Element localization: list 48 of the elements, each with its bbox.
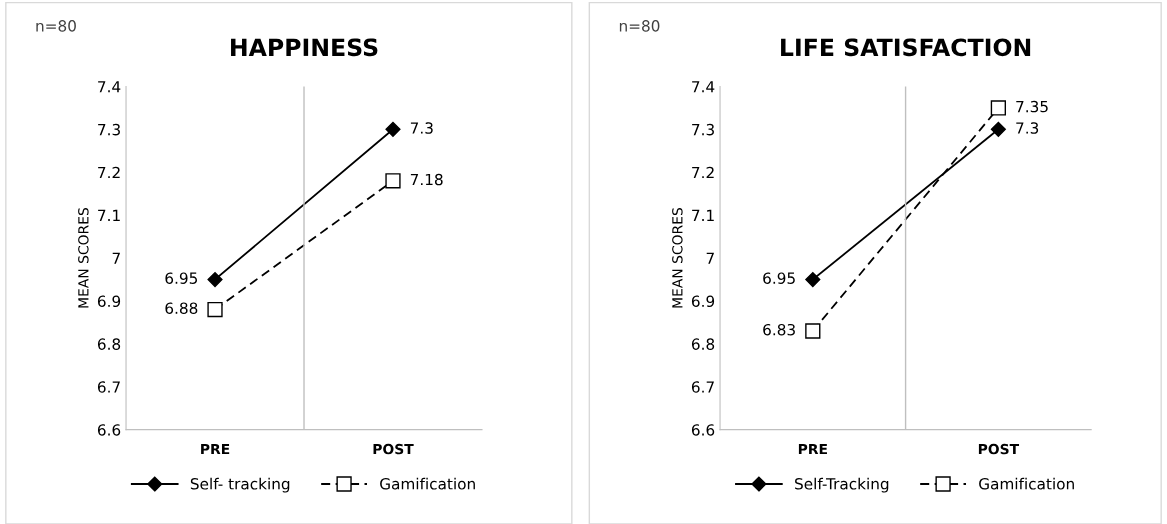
y-tick-label: 7.2 — [98, 166, 120, 179]
y-tick-label: 7.3 — [692, 123, 714, 136]
x-tick-label: PRE — [201, 444, 230, 455]
chart-title: LIFE SATISFACTION — [781, 38, 1031, 57]
y-tick-label: 7.2 — [692, 166, 714, 179]
y-tick-label: 7.4 — [692, 81, 715, 93]
y-tick-label: 6.9 — [691, 295, 715, 307]
data-label: 6.95 — [763, 272, 795, 284]
y-tick-label: 6.8 — [691, 338, 715, 350]
data-label: 6.95 — [165, 272, 198, 284]
legend-label: Gamification — [979, 477, 1074, 490]
y-tick-label: 7 — [706, 252, 714, 264]
point — [207, 301, 223, 318]
point — [990, 100, 1007, 116]
point — [805, 323, 821, 339]
text: n=80 — [619, 20, 660, 32]
point — [805, 271, 821, 288]
x-tick-label: POST — [978, 443, 1020, 455]
y-tick-label: 6.6 — [691, 424, 715, 436]
point — [207, 271, 223, 288]
data-label: 6.88 — [165, 302, 198, 314]
text: n=80 — [36, 20, 76, 32]
data-label: 7.3 — [410, 122, 433, 134]
data-label: 7.35 — [1016, 100, 1048, 113]
y-tick-label: 6.7 — [691, 381, 714, 393]
y-tick-label: 7.4 — [98, 81, 121, 93]
y-axis-title: MEAN SCORES — [672, 207, 683, 308]
y-tick-label: 6.7 — [97, 381, 120, 393]
chart-title: HAPPINESS — [231, 38, 378, 57]
legend-label: Self-Tracking — [795, 477, 889, 493]
point — [385, 121, 401, 137]
y-tick-label: 7.3 — [98, 123, 120, 136]
data-label: 6.83 — [763, 323, 795, 336]
data-label: 7.3 — [1016, 122, 1039, 134]
y-axis-title: MEAN SCORES — [78, 207, 89, 308]
y-tick-label: 7.1 — [692, 209, 714, 221]
data-label: 7.18 — [410, 173, 443, 186]
legend-label: Gamification — [380, 477, 475, 490]
x-tick-label: PRE — [798, 444, 827, 455]
y-tick-label: 6.6 — [97, 424, 121, 436]
y-tick-label: 6.8 — [97, 338, 121, 350]
y-tick-label: 7.1 — [98, 209, 120, 221]
point — [385, 173, 401, 189]
legend-label: Self- tracking — [190, 477, 290, 493]
y-tick-label: 6.9 — [97, 295, 121, 307]
point — [990, 121, 1006, 137]
x-tick-label: POST — [373, 443, 414, 455]
y-tick-label: 7 — [112, 252, 120, 264]
